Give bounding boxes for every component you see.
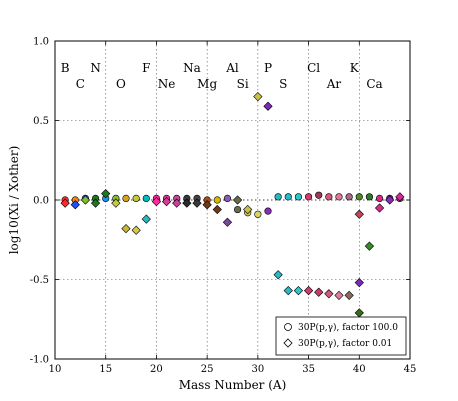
diamond-point (141, 214, 151, 224)
x-tick-label: 40 (353, 364, 366, 375)
element-label: Ca (366, 77, 382, 91)
circle-point (345, 193, 353, 201)
circle-point (254, 210, 262, 218)
x-tick-label: 30 (251, 364, 264, 375)
circle-point (274, 193, 282, 201)
diamond-point (80, 195, 91, 205)
diamond-point (314, 287, 324, 297)
element-label: Mg (197, 77, 217, 91)
data-points (60, 92, 405, 318)
element-label: N (90, 61, 101, 75)
element-label: K (350, 61, 360, 75)
element-label: Al (225, 61, 239, 75)
circle-point (132, 194, 140, 203)
diamond-point (364, 241, 375, 251)
diamond-point (263, 101, 273, 111)
diamond-point (192, 198, 202, 208)
element-label: Ar (326, 77, 342, 91)
circle-point (142, 194, 150, 203)
x-tick-label: 35 (302, 364, 315, 375)
x-axis: 10 15 20 25 30 35 40 45 (49, 41, 417, 375)
diamond-point (293, 286, 304, 296)
diamond-point (243, 204, 253, 215)
element-label: F (142, 61, 150, 75)
diamond-point (253, 92, 263, 102)
circle-point (375, 194, 384, 203)
x-tick-label: 45 (404, 364, 417, 375)
diamond-point (283, 286, 293, 296)
circle-point (365, 193, 374, 201)
diamond-point (334, 290, 344, 301)
diamond-point (151, 196, 162, 207)
y-tick-label: 1.0 (33, 37, 49, 48)
diamond-point (374, 203, 385, 213)
diamond-point (354, 209, 364, 219)
circle-point (264, 207, 272, 215)
circle-point (304, 193, 313, 201)
element-label: Cl (307, 61, 320, 75)
element-label: C (76, 77, 85, 91)
element-label: O (116, 77, 126, 91)
legend-item-factor-001: 30P(p,γ), factor 0.01 (298, 338, 392, 349)
diamond-point (212, 204, 222, 215)
circle-point (325, 193, 333, 201)
x-tick-label: 25 (201, 364, 214, 375)
diamond-point (182, 198, 192, 208)
diamond-point (303, 286, 314, 296)
circle-point (284, 193, 292, 201)
x-tick-label: 20 (150, 364, 163, 375)
diamond-point (121, 223, 131, 234)
y-tick-label: -0.5 (30, 275, 49, 286)
circle-point (294, 193, 303, 201)
circle-point (335, 193, 343, 201)
element-label: Si (237, 77, 249, 91)
diamond-point (111, 198, 121, 208)
x-tick-label: 10 (49, 364, 62, 375)
diamond-point (222, 217, 233, 227)
diamond-point (395, 192, 405, 202)
diamond-point (354, 278, 364, 288)
legend: 30P(p,γ), factor 100.0 30P(p,γ), factor … (275, 316, 407, 356)
diamond-point (90, 198, 101, 208)
plot-frame (54, 40, 411, 360)
element-label: Na (183, 61, 201, 75)
diamond-point (324, 289, 334, 299)
element-labels: BCN O F Ne Na Mg Al Si PS Cl Ar K Ca (61, 61, 383, 91)
legend-item-factor-100: 30P(p,γ), factor 100.0 (298, 322, 398, 333)
diamond-point (60, 198, 70, 208)
x-tick-label: 15 (99, 364, 112, 375)
diamond-point (344, 290, 354, 301)
diamond-point (232, 195, 243, 205)
diamond-point (172, 198, 182, 208)
element-label: Ne (158, 77, 176, 91)
element-label: B (61, 61, 70, 75)
diamond-point (202, 200, 212, 210)
legend-circle-marker (284, 323, 292, 331)
circle-point (315, 191, 323, 199)
diamond-point (101, 189, 111, 199)
element-label: S (279, 77, 287, 91)
legend-diamond-marker (283, 338, 293, 348)
diamond-point (161, 196, 172, 207)
y-tick-label: -1.0 (30, 355, 49, 366)
circle-point (233, 205, 242, 214)
y-tick-label: 0.0 (33, 196, 49, 207)
circle-point (122, 194, 130, 203)
diamond-point (70, 200, 80, 210)
diamond-point (273, 270, 283, 280)
diamond-point (131, 225, 141, 235)
circle-point (213, 196, 221, 204)
circle-point (355, 193, 363, 201)
x-axis-label: Mass Number (A) (179, 378, 287, 392)
legend-box (275, 316, 407, 356)
y-axis-label: log10(Xi / Xother) (7, 146, 21, 255)
y-tick-label: 0.5 (33, 116, 49, 127)
element-label: P (264, 61, 272, 75)
circle-point (223, 194, 232, 203)
diamond-point (385, 195, 395, 205)
